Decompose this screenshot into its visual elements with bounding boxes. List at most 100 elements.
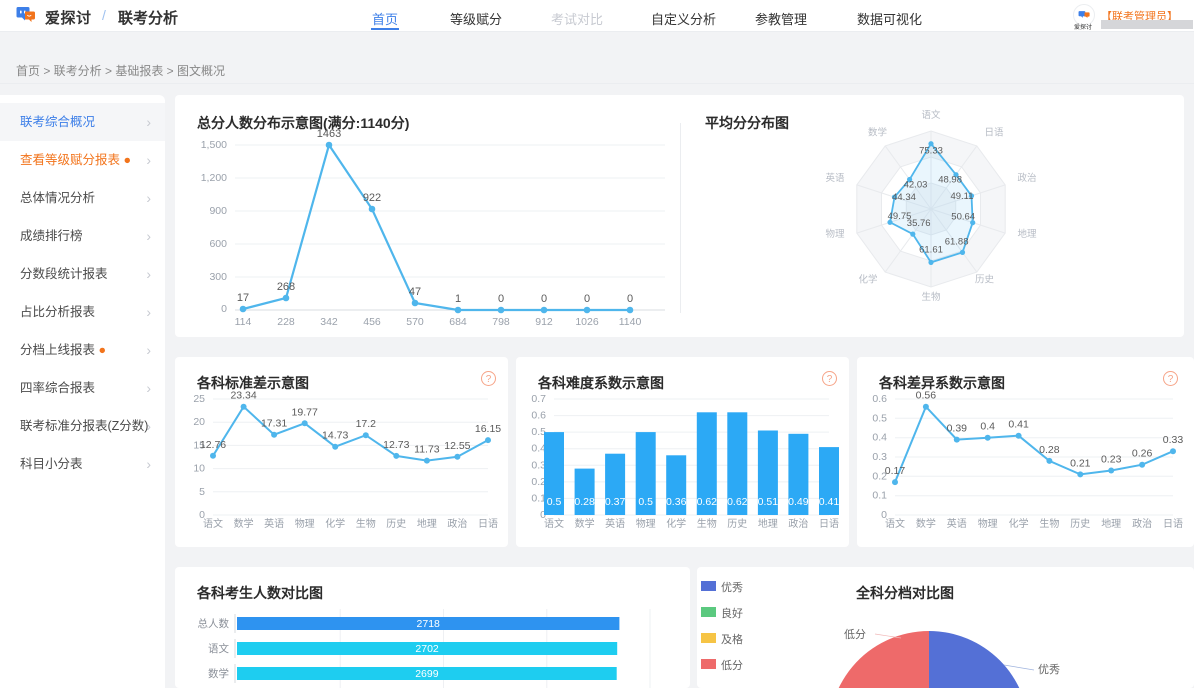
svg-text:0.62: 0.62 [727,496,748,508]
svg-text:0.33: 0.33 [1163,434,1184,446]
svg-text:900: 900 [209,205,227,217]
svg-text:798: 798 [492,316,510,328]
svg-text:0.41: 0.41 [1008,419,1029,431]
svg-text:0.39: 0.39 [947,423,968,435]
svg-text:20: 20 [193,416,205,428]
svg-text:0.4: 0.4 [872,432,887,444]
svg-text:0.1: 0.1 [872,490,887,502]
svg-text:日语: 日语 [819,518,839,530]
svg-text:历史: 历史 [386,518,406,530]
svg-text:12.55: 12.55 [444,440,470,452]
svg-text:政治: 政治 [1132,517,1152,530]
svg-text:生物: 生物 [1039,517,1059,530]
svg-text:570: 570 [406,316,424,328]
svg-text:14.73: 14.73 [322,430,348,442]
svg-text:数学: 数学 [208,667,229,680]
svg-text:生物: 生物 [697,517,717,530]
svg-text:300: 300 [209,271,227,283]
svg-text:12.76: 12.76 [200,439,226,451]
svg-text:684: 684 [449,316,467,328]
svg-text:600: 600 [209,238,227,250]
svg-text:50.64: 50.64 [951,212,975,223]
svg-text:42.03: 42.03 [904,180,928,191]
svg-text:政治: 政治 [447,517,467,530]
svg-text:1,200: 1,200 [201,172,227,184]
svg-text:0.4: 0.4 [531,443,546,455]
svg-text:2718: 2718 [417,618,441,630]
svg-text:1: 1 [455,293,461,305]
svg-text:922: 922 [363,192,381,204]
svg-text:19.77: 19.77 [292,406,318,418]
svg-text:61.61: 61.61 [919,244,943,255]
svg-text:0.37: 0.37 [605,496,626,508]
svg-text:数学: 数学 [868,126,887,138]
svg-text:44.34: 44.34 [892,192,916,203]
svg-text:0.6: 0.6 [872,393,887,405]
svg-text:5: 5 [199,486,205,498]
svg-text:地理: 地理 [1018,228,1038,240]
svg-text:物理: 物理 [636,517,656,530]
svg-text:历史: 历史 [975,274,995,286]
svg-text:0.23: 0.23 [1101,454,1122,466]
svg-text:1026: 1026 [575,316,599,328]
svg-text:0: 0 [584,293,590,305]
svg-text:物理: 物理 [825,228,845,240]
svg-text:0.41: 0.41 [819,496,840,508]
svg-text:化学: 化学 [858,274,877,286]
svg-text:0: 0 [221,303,227,315]
svg-text:23.34: 23.34 [230,390,256,402]
svg-text:47: 47 [409,286,421,298]
svg-text:912: 912 [535,316,553,328]
svg-text:0.21: 0.21 [1070,457,1091,469]
svg-text:0.5: 0.5 [872,412,887,424]
svg-text:化学: 化学 [1009,517,1029,530]
svg-text:数学: 数学 [234,517,254,530]
svg-text:0.7: 0.7 [531,393,546,405]
svg-text:0: 0 [627,293,633,305]
svg-text:0.17: 0.17 [885,465,906,477]
svg-text:25: 25 [193,393,205,405]
svg-text:日语: 日语 [985,127,1005,138]
svg-text:日语: 日语 [478,518,498,530]
svg-text:低分: 低分 [844,628,866,641]
svg-text:17.31: 17.31 [261,418,287,430]
svg-text:75.33: 75.33 [919,146,943,157]
svg-text:0.3: 0.3 [531,459,546,471]
svg-text:456: 456 [363,316,381,328]
svg-text:生物: 生物 [921,291,941,303]
svg-text:优秀: 优秀 [1038,663,1060,676]
svg-text:地理: 地理 [417,517,437,530]
svg-text:1,500: 1,500 [201,139,227,151]
svg-text:12.73: 12.73 [383,439,409,451]
svg-text:0.62: 0.62 [697,496,718,508]
svg-text:英语: 英语 [264,517,284,530]
svg-text:化学: 化学 [666,517,686,530]
svg-text:0.28: 0.28 [1039,444,1060,456]
svg-text:0.3: 0.3 [872,451,887,463]
svg-text:0.51: 0.51 [758,496,779,508]
svg-text:11.73: 11.73 [414,444,440,456]
svg-text:0.26: 0.26 [1132,448,1153,460]
svg-text:0.1: 0.1 [531,492,546,504]
svg-text:语文: 语文 [208,642,229,655]
svg-text:英语: 英语 [605,517,625,530]
svg-text:化学: 化学 [325,517,345,530]
svg-text:总人数: 总人数 [198,617,230,630]
svg-text:114: 114 [235,316,252,328]
svg-text:0: 0 [541,293,547,305]
svg-text:0.49: 0.49 [788,496,809,508]
svg-text:48.98: 48.98 [938,175,962,186]
svg-text:1463: 1463 [317,128,341,140]
svg-text:数学: 数学 [916,517,936,530]
svg-text:17: 17 [237,292,249,304]
svg-text:268: 268 [277,281,295,293]
svg-text:0.2: 0.2 [531,476,546,488]
svg-text:0.36: 0.36 [666,496,687,508]
svg-text:数学: 数学 [575,517,595,530]
svg-text:0.4: 0.4 [980,421,995,433]
svg-text:1140: 1140 [619,316,642,328]
svg-text:228: 228 [277,316,295,328]
svg-text:政治: 政治 [1018,172,1037,184]
svg-text:10: 10 [193,463,205,475]
svg-text:17.2: 17.2 [356,418,377,430]
